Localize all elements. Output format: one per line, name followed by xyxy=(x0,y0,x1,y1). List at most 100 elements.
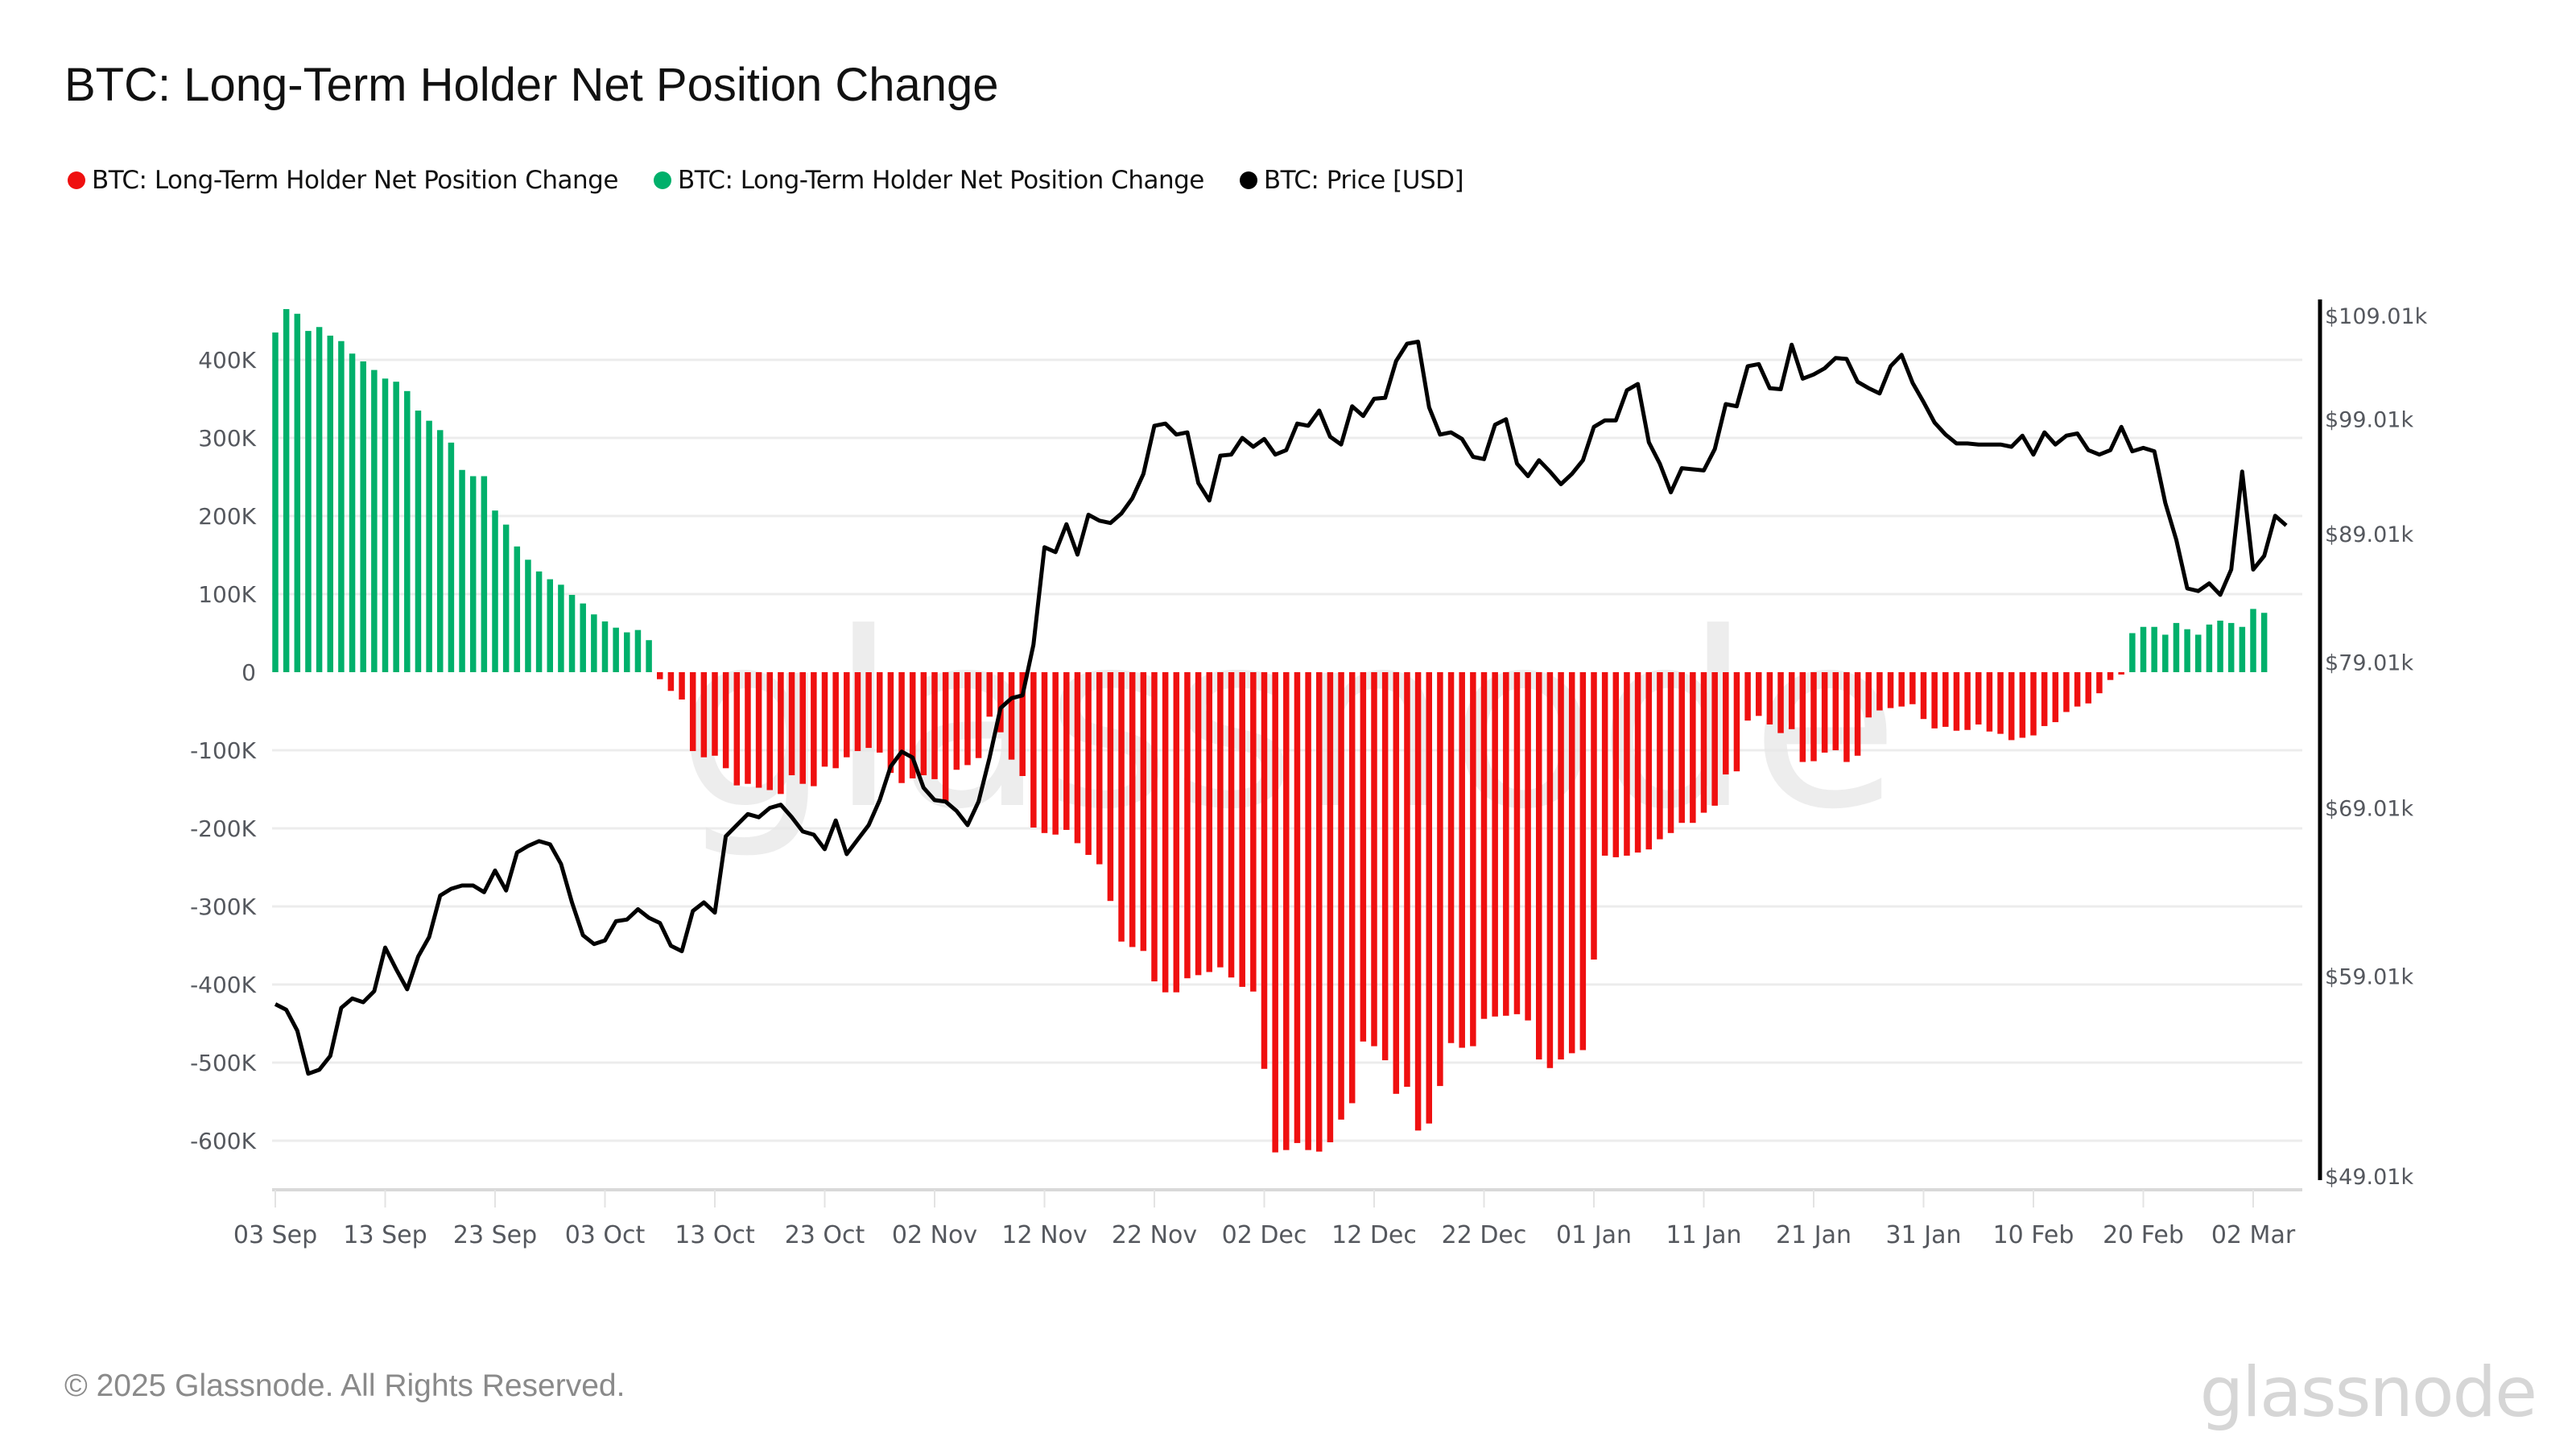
bar-negative[interactable] xyxy=(1195,672,1202,976)
bar-positive[interactable] xyxy=(469,476,477,672)
bar-negative[interactable] xyxy=(1865,672,1872,718)
bar-negative[interactable] xyxy=(1030,672,1037,828)
bar-negative[interactable] xyxy=(1151,672,1158,982)
bar-negative[interactable] xyxy=(1261,672,1268,1069)
bar-negative[interactable] xyxy=(1898,672,1905,707)
bar-negative[interactable] xyxy=(1052,672,1059,835)
bar-negative[interactable] xyxy=(821,672,828,767)
bar-negative[interactable] xyxy=(1107,672,1114,902)
bar-negative[interactable] xyxy=(1008,672,1015,760)
bar-positive[interactable] xyxy=(2227,622,2235,672)
bar-negative[interactable] xyxy=(997,672,1004,733)
bar-negative[interactable] xyxy=(2063,672,2070,712)
bar-negative[interactable] xyxy=(1997,672,2004,734)
bar-negative[interactable] xyxy=(1437,672,1443,1087)
bar-negative[interactable] xyxy=(2107,672,2114,680)
bar-negative[interactable] xyxy=(1536,672,1542,1060)
bar-negative[interactable] xyxy=(877,672,883,753)
bar-negative[interactable] xyxy=(1470,672,1476,1046)
bar-negative[interactable] xyxy=(1492,672,1498,1017)
bar-negative[interactable] xyxy=(1074,672,1081,844)
bar-negative[interactable] xyxy=(1634,672,1641,853)
bar-negative[interactable] xyxy=(1777,672,1784,733)
bar-negative[interactable] xyxy=(1887,672,1894,708)
bar-positive[interactable] xyxy=(2162,634,2169,672)
bar-negative[interactable] xyxy=(1645,672,1653,850)
bar-positive[interactable] xyxy=(360,361,366,672)
bar-negative[interactable] xyxy=(1118,672,1125,942)
bar-positive[interactable] xyxy=(514,546,521,672)
bar-negative[interactable] xyxy=(1217,672,1224,968)
bar-negative[interactable] xyxy=(964,672,971,766)
bar-positive[interactable] xyxy=(283,308,290,672)
bar-positive[interactable] xyxy=(294,313,301,672)
bar-positive[interactable] xyxy=(558,584,564,672)
bar-negative[interactable] xyxy=(1129,672,1136,947)
bar-positive[interactable] xyxy=(459,469,465,672)
bar-negative[interactable] xyxy=(657,672,663,679)
bar-positive[interactable] xyxy=(2129,633,2136,673)
bar-negative[interactable] xyxy=(1404,672,1410,1088)
bar-negative[interactable] xyxy=(745,672,751,784)
glassnode-logo[interactable]: glassnode xyxy=(2199,1352,2537,1433)
bar-negative[interactable] xyxy=(1063,672,1070,830)
bar-negative[interactable] xyxy=(1975,672,1982,724)
bar-negative[interactable] xyxy=(832,672,839,769)
bar-positive[interactable] xyxy=(2260,613,2268,672)
bar-negative[interactable] xyxy=(766,672,774,791)
bar-negative[interactable] xyxy=(1624,672,1630,856)
bar-negative[interactable] xyxy=(1942,672,1949,727)
bar-positive[interactable] xyxy=(591,614,597,672)
bar-negative[interactable] xyxy=(1294,672,1301,1143)
bar-positive[interactable] xyxy=(2195,634,2202,672)
bar-negative[interactable] xyxy=(1173,672,1180,993)
bar-negative[interactable] xyxy=(1744,672,1751,721)
bar-negative[interactable] xyxy=(1810,672,1817,762)
bar-negative[interactable] xyxy=(1832,672,1839,750)
bar-negative[interactable] xyxy=(887,672,894,774)
legend-item-inflow[interactable]: BTC: Long-Term Holder Net Position Chang… xyxy=(653,166,1204,195)
bar-negative[interactable] xyxy=(2019,672,2026,738)
bar-negative[interactable] xyxy=(1690,672,1696,824)
bar-negative[interactable] xyxy=(1327,672,1334,1142)
bar-positive[interactable] xyxy=(646,640,652,672)
bar-positive[interactable] xyxy=(525,559,531,672)
bar-negative[interactable] xyxy=(1700,672,1707,813)
bar-positive[interactable] xyxy=(338,341,345,672)
legend-item-price[interactable]: BTC: Price [USD] xyxy=(1239,166,1464,195)
bar-negative[interactable] xyxy=(1843,672,1850,762)
bar-negative[interactable] xyxy=(1931,672,1938,729)
bar-negative[interactable] xyxy=(942,672,949,803)
bar-positive[interactable] xyxy=(624,632,630,672)
bar-positive[interactable] xyxy=(613,627,619,672)
bar-negative[interactable] xyxy=(799,672,806,784)
bar-positive[interactable] xyxy=(502,524,510,672)
bar-negative[interactable] xyxy=(1239,672,1245,987)
bar-negative[interactable] xyxy=(1591,672,1597,960)
bar-negative[interactable] xyxy=(1085,672,1092,855)
bar-positive[interactable] xyxy=(382,378,389,672)
bar-positive[interactable] xyxy=(349,353,356,672)
bar-negative[interactable] xyxy=(1876,672,1883,711)
bar-negative[interactable] xyxy=(1459,672,1465,1048)
bar-negative[interactable] xyxy=(1711,672,1718,806)
bar-positive[interactable] xyxy=(371,369,378,672)
bar-negative[interactable] xyxy=(788,672,795,776)
bar-negative[interactable] xyxy=(1393,672,1400,1094)
bar-negative[interactable] xyxy=(865,672,872,749)
bar-negative[interactable] xyxy=(1788,672,1795,729)
bar-negative[interactable] xyxy=(1228,672,1235,978)
bar-negative[interactable] xyxy=(667,672,675,691)
bar-negative[interactable] xyxy=(1733,672,1740,772)
bar-positive[interactable] xyxy=(2239,626,2246,672)
bar-positive[interactable] xyxy=(426,420,432,672)
bar-negative[interactable] xyxy=(844,672,850,758)
bar-negative[interactable] xyxy=(898,672,905,783)
bar-negative[interactable] xyxy=(1426,672,1433,1124)
bar-negative[interactable] xyxy=(2118,672,2124,675)
bar-negative[interactable] xyxy=(1019,672,1026,777)
bar-negative[interactable] xyxy=(1503,672,1509,1016)
bar-negative[interactable] xyxy=(2008,672,2015,741)
legend-item-outflow[interactable]: BTC: Long-Term Holder Net Position Chang… xyxy=(68,166,618,195)
bar-negative[interactable] xyxy=(1525,672,1531,1021)
